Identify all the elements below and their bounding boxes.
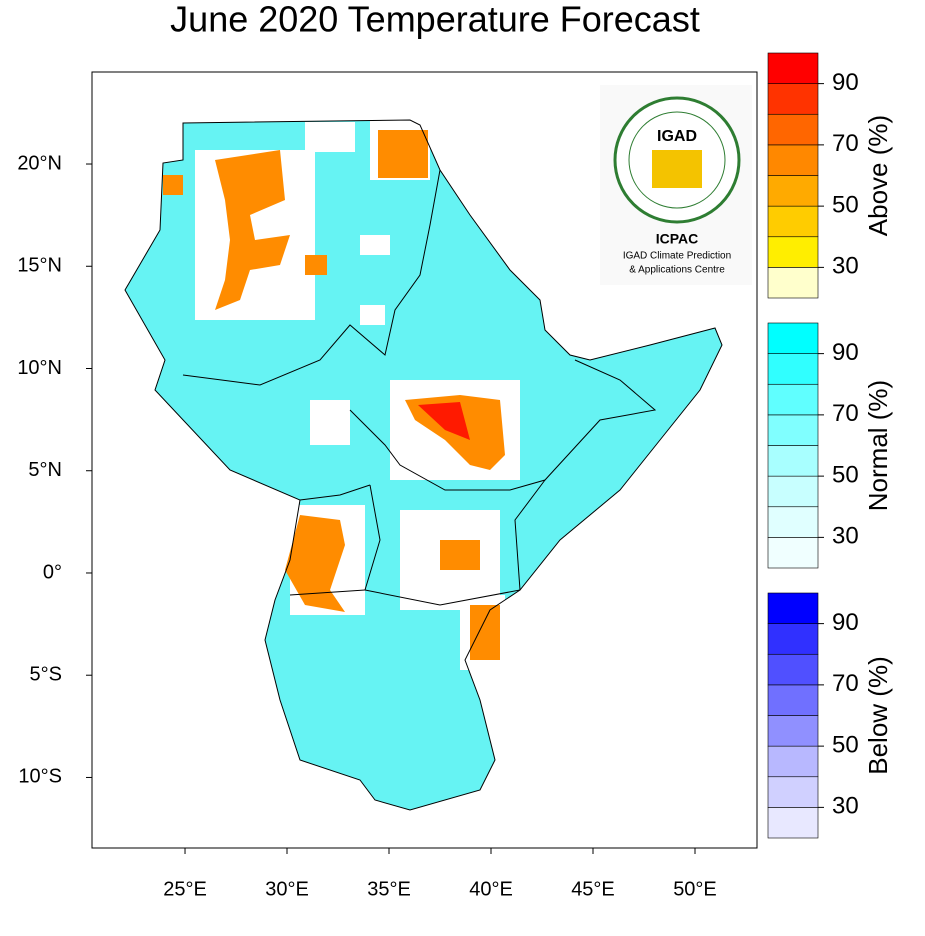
colorbar-box xyxy=(767,745,819,778)
colorbar-box xyxy=(767,353,819,385)
colorbar-box xyxy=(767,322,819,354)
colorbar-label: Below (%) xyxy=(863,656,893,774)
logo-name: ICPAC xyxy=(656,231,699,247)
colorbar-tick-label: 30 xyxy=(832,253,859,280)
colorbar-box xyxy=(767,144,819,176)
colorbar-box xyxy=(767,807,819,839)
colorbar-box xyxy=(767,267,819,299)
x-tick-label: 40°E xyxy=(469,878,513,900)
x-tick-label: 30°E xyxy=(265,878,309,900)
colorbar-box xyxy=(767,205,819,238)
colorbar-box xyxy=(767,653,819,686)
map xyxy=(124,119,723,811)
colorbar-tick-label: 50 xyxy=(832,191,859,218)
map-frame xyxy=(91,71,758,849)
colorbar-tick-label: 50 xyxy=(832,731,859,758)
colorbar-tick-label: 70 xyxy=(832,130,859,157)
y-tick-label: 5°S xyxy=(30,663,62,685)
y-tick-label: 20°N xyxy=(17,152,62,174)
x-tick-label: 25°E xyxy=(163,878,207,900)
colorbar-box xyxy=(767,383,819,416)
colorbar-box xyxy=(767,475,819,508)
colorbar-tick-label: 30 xyxy=(832,523,859,550)
colorbar-box xyxy=(767,83,819,115)
colorbar-tick-label: 30 xyxy=(832,793,859,820)
colorbar-tick-label: 90 xyxy=(832,69,859,96)
colorbar-box xyxy=(767,592,819,624)
x-tick-label: 45°E xyxy=(571,878,615,900)
colorbar-box xyxy=(767,52,819,84)
borders xyxy=(124,119,723,811)
colorbar-box xyxy=(767,506,819,538)
colorbar-box xyxy=(767,684,819,716)
logo-acronym: IGAD xyxy=(657,128,697,145)
colorbar-box xyxy=(767,623,819,655)
colorbar-tick-label: 50 xyxy=(832,461,859,488)
colorbar-box xyxy=(767,445,819,477)
colorbar-box xyxy=(767,113,819,146)
y-tick-label: 10°N xyxy=(17,357,62,379)
logo-sun xyxy=(652,150,702,188)
colorbar-tick-label: 70 xyxy=(832,670,859,697)
x-tick-label: 35°E xyxy=(367,878,411,900)
colorbar-label: Above (%) xyxy=(863,115,893,236)
logo-ring xyxy=(628,111,726,209)
colorbar-box xyxy=(767,414,819,446)
colorbar-tick-label: 90 xyxy=(832,339,859,366)
colorbar-label: Normal (%) xyxy=(863,380,893,511)
title: June 2020 Temperature Forecast xyxy=(170,0,700,40)
x-tick-label: 50°E xyxy=(673,878,717,900)
logo-subtitle: & Applications Centre xyxy=(629,265,725,276)
colorbar-box xyxy=(767,236,819,268)
above-core xyxy=(418,402,470,440)
colorbar-box xyxy=(767,537,819,569)
logo: IGAD ICPAC IGAD Climate Prediction & App… xyxy=(600,85,752,285)
logo-subtitle: IGAD Climate Prediction xyxy=(623,251,731,262)
colorbar-tick-label: 70 xyxy=(832,400,859,427)
colorbar-box xyxy=(767,715,819,747)
colorbar-box xyxy=(767,175,819,207)
y-tick-label: 15°N xyxy=(17,255,62,277)
y-tick-label: 0° xyxy=(43,561,62,583)
y-tick-label: 10°S xyxy=(18,766,62,788)
colorbar-tick-label: 90 xyxy=(832,609,859,636)
colorbar-box xyxy=(767,776,819,808)
y-tick-label: 5°N xyxy=(28,459,62,481)
